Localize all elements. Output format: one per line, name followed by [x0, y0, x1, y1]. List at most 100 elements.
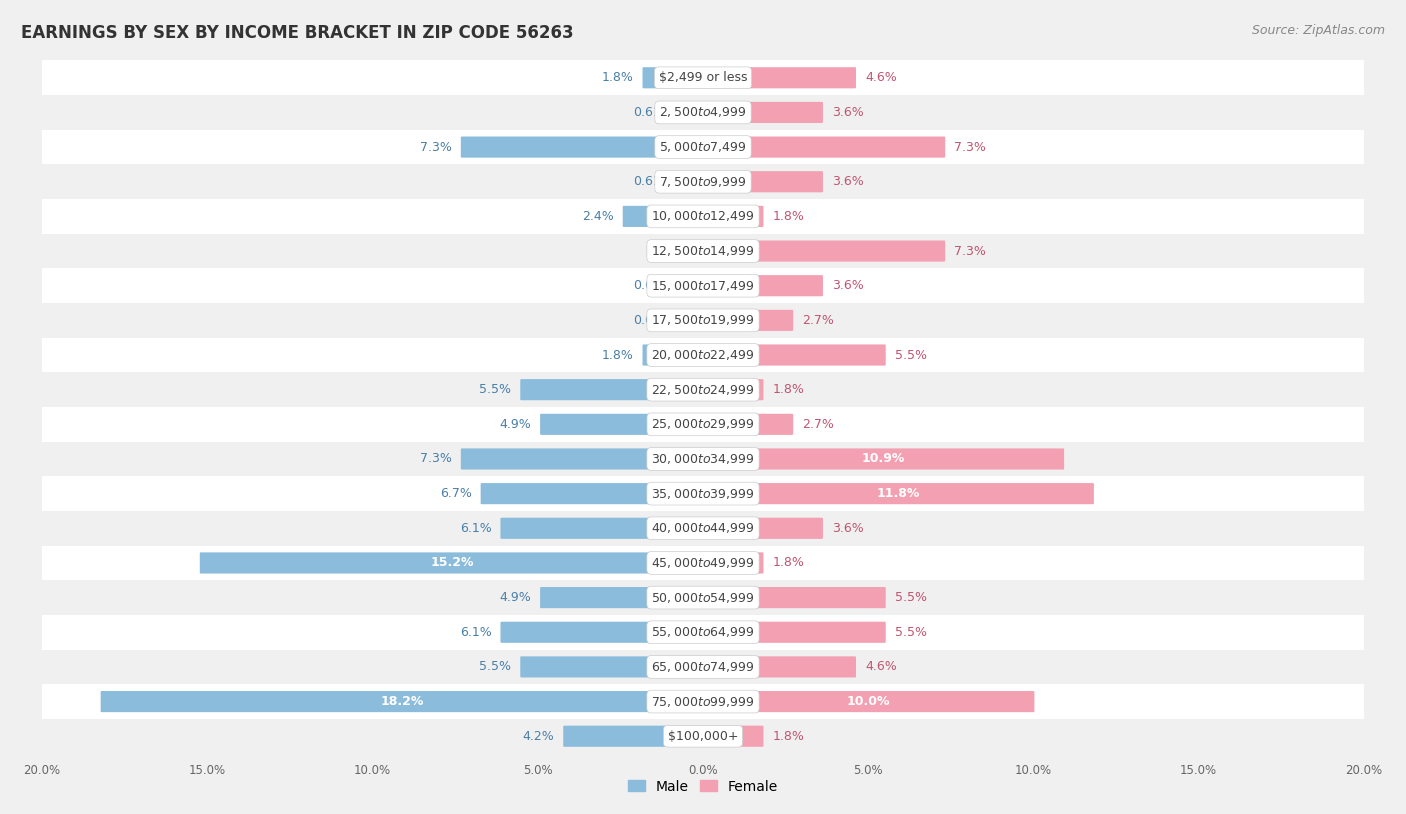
- FancyBboxPatch shape: [702, 414, 793, 435]
- Text: 7.3%: 7.3%: [955, 244, 986, 257]
- Text: $75,000 to $99,999: $75,000 to $99,999: [651, 694, 755, 708]
- Text: 4.9%: 4.9%: [499, 591, 531, 604]
- FancyBboxPatch shape: [42, 580, 1364, 615]
- Text: 2.7%: 2.7%: [801, 418, 834, 431]
- Text: $45,000 to $49,999: $45,000 to $49,999: [651, 556, 755, 570]
- Legend: Male, Female: Male, Female: [623, 774, 783, 799]
- FancyBboxPatch shape: [42, 372, 1364, 407]
- FancyBboxPatch shape: [682, 275, 704, 296]
- FancyBboxPatch shape: [461, 449, 704, 470]
- Text: 3.6%: 3.6%: [832, 279, 863, 292]
- FancyBboxPatch shape: [702, 310, 793, 331]
- FancyBboxPatch shape: [540, 414, 704, 435]
- FancyBboxPatch shape: [702, 344, 886, 365]
- FancyBboxPatch shape: [520, 656, 704, 677]
- Text: 4.6%: 4.6%: [865, 72, 897, 85]
- Text: EARNINGS BY SEX BY INCOME BRACKET IN ZIP CODE 56263: EARNINGS BY SEX BY INCOME BRACKET IN ZIP…: [21, 24, 574, 42]
- Text: 15.2%: 15.2%: [430, 557, 474, 570]
- FancyBboxPatch shape: [702, 656, 856, 677]
- FancyBboxPatch shape: [623, 206, 704, 227]
- FancyBboxPatch shape: [682, 310, 704, 331]
- Text: $40,000 to $44,999: $40,000 to $44,999: [651, 521, 755, 536]
- Text: $35,000 to $39,999: $35,000 to $39,999: [651, 487, 755, 501]
- Text: 1.8%: 1.8%: [772, 383, 804, 396]
- FancyBboxPatch shape: [42, 407, 1364, 442]
- Text: $25,000 to $29,999: $25,000 to $29,999: [651, 418, 755, 431]
- Text: 1.8%: 1.8%: [772, 729, 804, 742]
- Text: $55,000 to $64,999: $55,000 to $64,999: [651, 625, 755, 639]
- Text: 4.9%: 4.9%: [499, 418, 531, 431]
- FancyBboxPatch shape: [702, 483, 1094, 504]
- FancyBboxPatch shape: [702, 691, 1035, 712]
- Text: 6.1%: 6.1%: [460, 626, 492, 639]
- Text: $10,000 to $12,499: $10,000 to $12,499: [651, 209, 755, 223]
- Text: 10.9%: 10.9%: [862, 453, 904, 466]
- Text: 5.5%: 5.5%: [894, 626, 927, 639]
- Text: 11.8%: 11.8%: [876, 487, 920, 500]
- FancyBboxPatch shape: [702, 587, 886, 608]
- FancyBboxPatch shape: [42, 511, 1364, 545]
- FancyBboxPatch shape: [481, 483, 704, 504]
- Text: 4.2%: 4.2%: [523, 729, 554, 742]
- Text: $17,500 to $19,999: $17,500 to $19,999: [651, 313, 755, 327]
- FancyBboxPatch shape: [42, 164, 1364, 199]
- FancyBboxPatch shape: [200, 553, 704, 574]
- Text: $15,000 to $17,499: $15,000 to $17,499: [651, 278, 755, 293]
- FancyBboxPatch shape: [42, 650, 1364, 685]
- FancyBboxPatch shape: [42, 545, 1364, 580]
- Text: 1.8%: 1.8%: [602, 348, 634, 361]
- FancyBboxPatch shape: [702, 206, 763, 227]
- Text: 0.61%: 0.61%: [633, 279, 673, 292]
- FancyBboxPatch shape: [682, 102, 704, 123]
- FancyBboxPatch shape: [42, 129, 1364, 164]
- Text: 7.3%: 7.3%: [420, 141, 451, 154]
- Text: 10.0%: 10.0%: [846, 695, 890, 708]
- Text: 5.5%: 5.5%: [894, 348, 927, 361]
- FancyBboxPatch shape: [42, 269, 1364, 303]
- Text: 1.8%: 1.8%: [772, 557, 804, 570]
- FancyBboxPatch shape: [501, 622, 704, 643]
- Text: 5.5%: 5.5%: [894, 591, 927, 604]
- FancyBboxPatch shape: [702, 102, 823, 123]
- FancyBboxPatch shape: [702, 240, 945, 261]
- Text: 3.6%: 3.6%: [832, 522, 863, 535]
- Text: $5,000 to $7,499: $5,000 to $7,499: [659, 140, 747, 154]
- Text: $30,000 to $34,999: $30,000 to $34,999: [651, 452, 755, 466]
- FancyBboxPatch shape: [702, 379, 763, 400]
- FancyBboxPatch shape: [702, 275, 823, 296]
- FancyBboxPatch shape: [42, 338, 1364, 372]
- FancyBboxPatch shape: [682, 171, 704, 192]
- FancyBboxPatch shape: [501, 518, 704, 539]
- FancyBboxPatch shape: [702, 171, 823, 192]
- FancyBboxPatch shape: [702, 518, 823, 539]
- Text: 4.6%: 4.6%: [865, 660, 897, 673]
- Text: 7.3%: 7.3%: [955, 141, 986, 154]
- FancyBboxPatch shape: [42, 719, 1364, 754]
- Text: 2.7%: 2.7%: [801, 314, 834, 327]
- FancyBboxPatch shape: [461, 137, 704, 158]
- FancyBboxPatch shape: [702, 68, 856, 89]
- FancyBboxPatch shape: [702, 622, 886, 643]
- FancyBboxPatch shape: [101, 691, 704, 712]
- Text: 7.3%: 7.3%: [420, 453, 451, 466]
- FancyBboxPatch shape: [42, 615, 1364, 650]
- Text: 6.7%: 6.7%: [440, 487, 471, 500]
- Text: 0.0%: 0.0%: [661, 244, 693, 257]
- Text: 0.61%: 0.61%: [633, 175, 673, 188]
- Text: 1.8%: 1.8%: [602, 72, 634, 85]
- FancyBboxPatch shape: [42, 442, 1364, 476]
- Text: 3.6%: 3.6%: [832, 106, 863, 119]
- FancyBboxPatch shape: [702, 137, 945, 158]
- FancyBboxPatch shape: [520, 379, 704, 400]
- Text: $50,000 to $54,999: $50,000 to $54,999: [651, 591, 755, 605]
- FancyBboxPatch shape: [702, 725, 763, 746]
- Text: 0.61%: 0.61%: [633, 314, 673, 327]
- FancyBboxPatch shape: [42, 303, 1364, 338]
- Text: $2,500 to $4,999: $2,500 to $4,999: [659, 106, 747, 120]
- FancyBboxPatch shape: [702, 553, 763, 574]
- Text: $12,500 to $14,999: $12,500 to $14,999: [651, 244, 755, 258]
- Text: 0.61%: 0.61%: [633, 106, 673, 119]
- FancyBboxPatch shape: [643, 68, 704, 89]
- Text: 1.8%: 1.8%: [772, 210, 804, 223]
- FancyBboxPatch shape: [42, 234, 1364, 269]
